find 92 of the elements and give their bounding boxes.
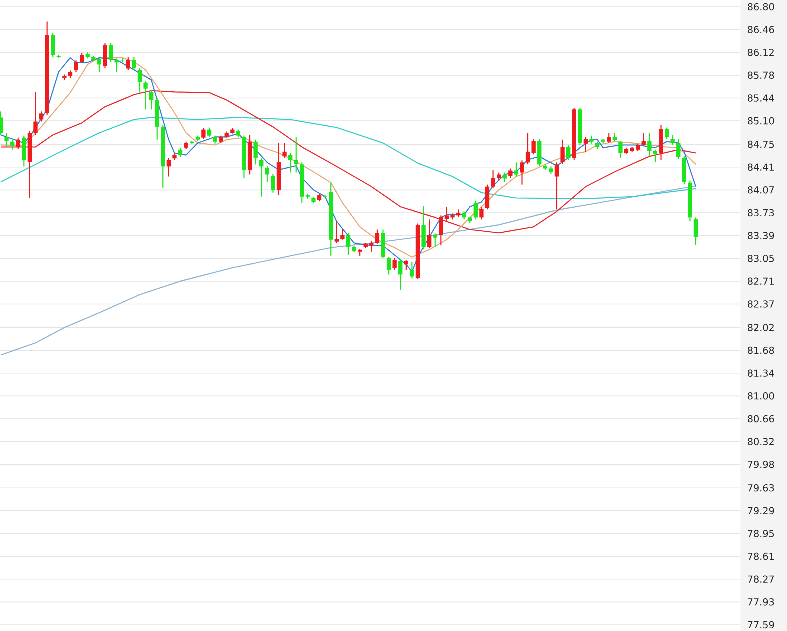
y-tick-label: 79.29	[748, 507, 774, 515]
candlestick	[132, 56, 136, 71]
candlestick	[676, 138, 681, 160]
y-tick-label: 85.78	[748, 72, 774, 80]
y-tick-label: 84.41	[748, 164, 774, 171]
y-tick-label: 79.63	[748, 484, 774, 492]
candlestick	[202, 128, 206, 140]
candlestick	[149, 90, 154, 110]
candlestick	[265, 165, 270, 183]
candlestick	[108, 42, 114, 63]
candlestick	[34, 92, 38, 136]
line-series	[0, 90, 697, 234]
candlestick	[694, 217, 698, 246]
candlestick	[410, 261, 414, 280]
candlestick	[422, 206, 426, 250]
candlestick	[16, 137, 20, 150]
y-tick-label: 81.00	[748, 392, 774, 400]
y-tick-label: 83.73	[748, 209, 774, 217]
y-tick-label: 77.93	[748, 598, 774, 606]
candlestick	[538, 138, 542, 168]
candlestick	[254, 139, 258, 166]
candlestick	[260, 157, 264, 198]
candlestick	[80, 52, 84, 64]
candlestick	[207, 127, 212, 138]
y-tick-label: 81.34	[748, 370, 774, 377]
candlestick	[398, 258, 403, 291]
candlestick	[520, 160, 524, 186]
candlestick	[144, 80, 148, 110]
y-tick-label: 86.12	[748, 48, 774, 56]
line-series	[0, 117, 697, 200]
y-tick-label: 84.75	[748, 140, 774, 148]
y-tick-label: 77.59	[748, 621, 774, 629]
y-tick-label: 82.37	[748, 300, 774, 308]
candlestick	[439, 215, 444, 246]
line-series	[0, 186, 697, 356]
candlestick	[618, 140, 623, 159]
y-tick-label: 86.46	[748, 26, 774, 34]
candlestick	[346, 232, 351, 256]
candlestick	[22, 135, 26, 168]
y-tick-label: 83.39	[748, 232, 774, 240]
candlestick	[514, 162, 519, 178]
candlestick	[584, 136, 588, 152]
candlestick	[334, 221, 339, 244]
candlestick	[427, 219, 432, 250]
candlestick	[51, 32, 56, 58]
candlestick	[74, 60, 78, 73]
candlestick	[433, 233, 438, 248]
y-tick-label: 78.95	[748, 530, 774, 538]
candlestick	[288, 152, 293, 174]
y-tick-label: 78.61	[748, 552, 774, 560]
candlestick	[0, 111, 4, 136]
candlestick	[166, 157, 172, 178]
y-tick-label: 84.07	[748, 186, 774, 194]
candlestick	[648, 132, 652, 158]
candlestick	[10, 139, 15, 150]
candlestick	[566, 144, 571, 161]
candlestick	[670, 134, 675, 146]
y-tick-label: 80.32	[748, 438, 774, 446]
y-tick-label: 78.27	[748, 576, 774, 583]
y-tick-label: 82.02	[748, 324, 774, 332]
y-tick-label: 80.66	[748, 415, 774, 423]
candlestick	[4, 132, 9, 148]
y-tick-label: 81.68	[748, 346, 774, 354]
candlestick	[294, 136, 298, 174]
y-tick-label: 83.05	[748, 254, 774, 262]
y-tick-label: 85.44	[748, 94, 774, 102]
candlestick	[607, 132, 612, 144]
candlestick	[508, 168, 513, 179]
candlestick	[474, 200, 478, 220]
candlestick	[138, 68, 142, 94]
candlestick	[491, 170, 496, 189]
candlestick	[178, 147, 183, 158]
candlestick	[664, 127, 670, 140]
candlestick	[126, 56, 130, 71]
y-tick-label: 79.98	[748, 460, 774, 468]
y-tick-label: 85.10	[748, 117, 774, 125]
candlestick	[282, 142, 287, 159]
candlestick	[271, 174, 276, 194]
candlestick	[103, 42, 108, 69]
candlestick	[386, 256, 392, 276]
y-tick-label: 82.71	[748, 278, 774, 286]
candlestick	[554, 162, 560, 210]
candlestick	[480, 206, 484, 220]
candlestick	[642, 132, 646, 146]
candlestick	[392, 257, 397, 271]
candlestick	[340, 228, 345, 240]
candlestick	[39, 111, 44, 122]
candlestick	[560, 139, 565, 165]
candlestick	[485, 184, 490, 210]
candlestick	[375, 229, 380, 244]
y-tick-label: 86.80	[748, 3, 774, 11]
candlestick	[502, 172, 507, 183]
